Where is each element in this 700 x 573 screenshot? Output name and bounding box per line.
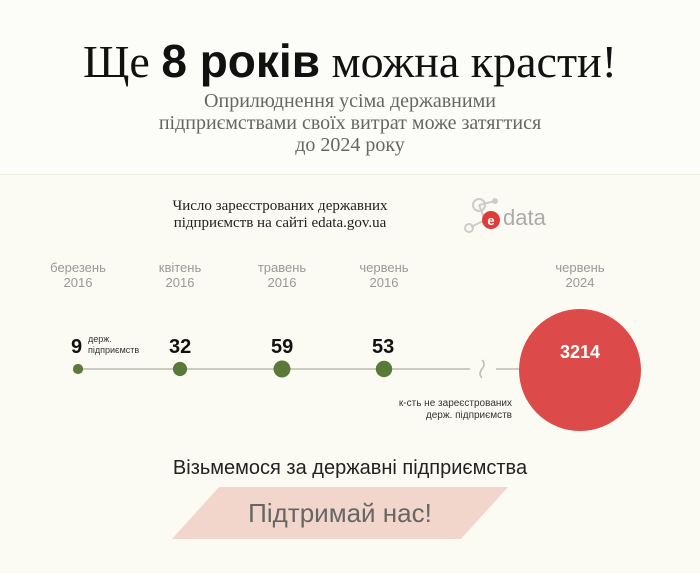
period-label: червень 2016: [359, 260, 409, 290]
data-label: 32: [169, 336, 192, 358]
data-label: 9: [71, 336, 83, 358]
data-point: [273, 360, 291, 378]
period-label: червень 2024: [555, 260, 605, 290]
data-point: [375, 360, 393, 378]
projection-value: 3214: [559, 342, 601, 362]
data-point: [72, 363, 84, 375]
period-label: травень 2016: [257, 260, 307, 290]
support-button[interactable]: Підтримай нас!: [172, 487, 508, 539]
data-label: 53: [372, 336, 395, 358]
projection-bubble: [519, 309, 641, 431]
chart-title: Число зареєстрованих державних підприємс…: [172, 198, 388, 231]
period-label: березень 2016: [50, 260, 106, 290]
unit-label: держ. підприємств: [88, 334, 140, 355]
svg-text:e: e: [487, 213, 494, 228]
logo-text: data: [503, 205, 546, 230]
period-label: квітень 2016: [158, 260, 202, 290]
call-to-action: Візьмемося за державні підприємства: [172, 457, 528, 479]
page-title: Ще 8 років можна красти!: [83, 35, 617, 87]
projection-note: к-сть не зареєстрованих держ. підприємст…: [398, 398, 512, 421]
edata-logo-icon: e: [464, 198, 500, 233]
axis-break: [479, 359, 485, 379]
data-point: [172, 361, 188, 377]
data-label: 59: [271, 336, 294, 358]
page-subtitle: Оприлюднення усіма державними підприємст…: [158, 90, 542, 156]
header: Ще 8 років можна красти! Оприлюднення ус…: [0, 0, 700, 175]
